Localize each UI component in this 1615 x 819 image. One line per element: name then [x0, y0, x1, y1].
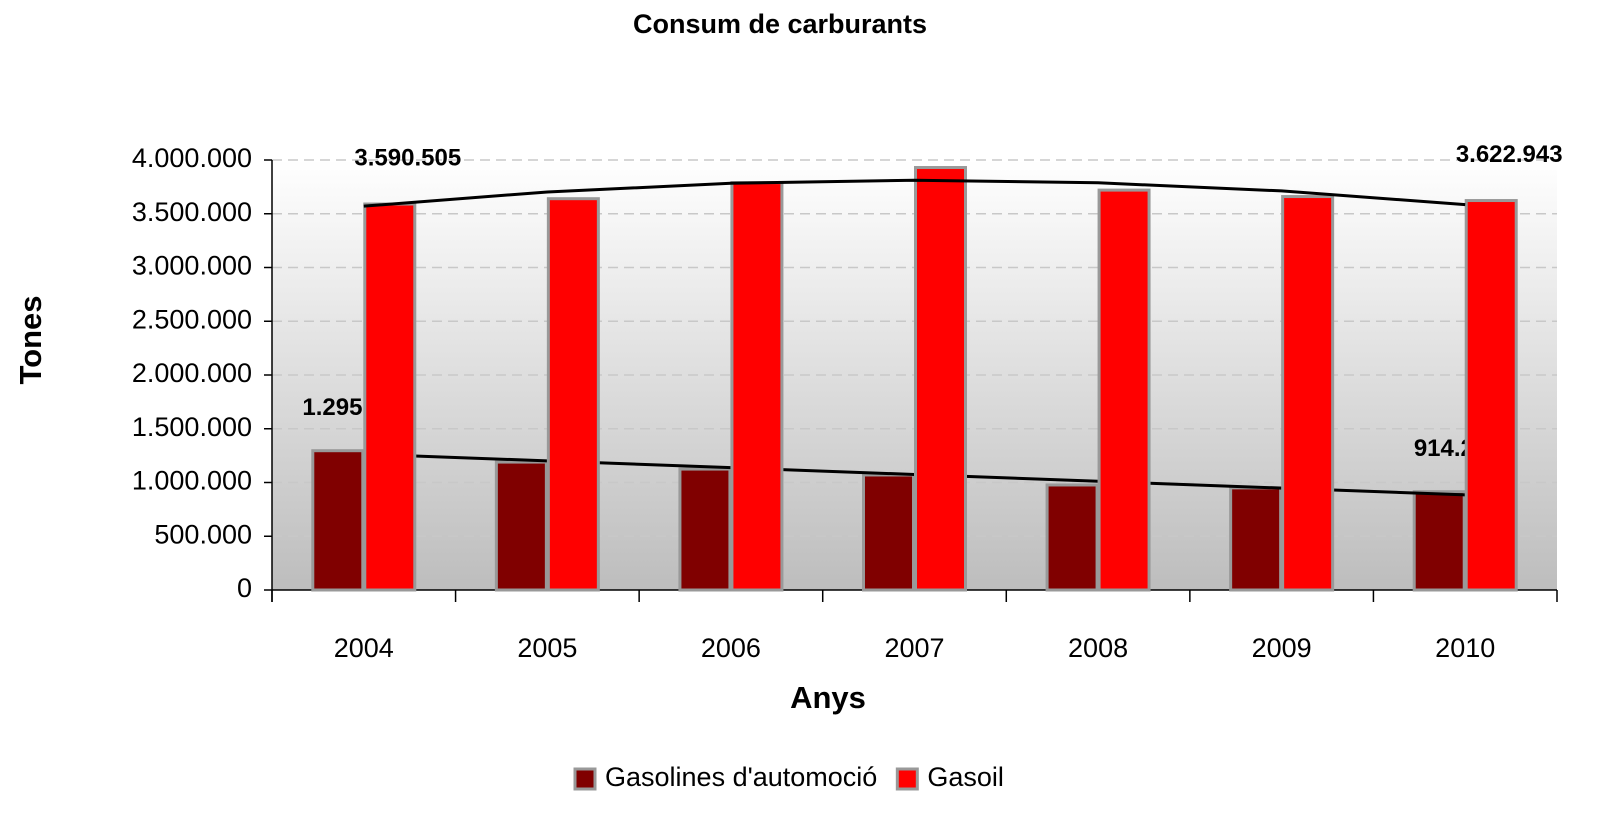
y-tick-label: 3.000.000 — [132, 251, 252, 281]
legend-swatch — [573, 767, 597, 791]
legend-label: Gasoil — [927, 762, 1004, 792]
y-tick-label: 3.500.000 — [132, 197, 252, 227]
y-tick-label: 500.000 — [154, 519, 252, 549]
bar — [1281, 195, 1335, 592]
x-axis-title: Anys — [790, 680, 866, 715]
data-label: 3.622.943 — [1456, 141, 1563, 168]
y-tick-label: 1.500.000 — [132, 412, 252, 442]
bar — [1229, 486, 1283, 592]
x-tick-label: 2004 — [334, 633, 394, 663]
x-tick-label: 2007 — [884, 633, 944, 663]
x-tick-label: 2006 — [701, 633, 761, 663]
x-tick-label: 2010 — [1435, 633, 1495, 663]
bar — [494, 460, 548, 592]
trendline — [363, 178, 1466, 208]
bar — [1464, 199, 1518, 592]
legend-label: Gasolines d'automoció — [605, 762, 877, 792]
y-tick-label: 4.000.000 — [132, 143, 252, 173]
bar — [311, 449, 365, 592]
y-tick-label: 1.000.000 — [132, 466, 252, 496]
x-tick-label: 2005 — [517, 633, 577, 663]
bar — [862, 473, 915, 592]
bar — [1097, 188, 1151, 592]
x-tick-label: 2009 — [1252, 633, 1312, 663]
bar — [363, 202, 417, 592]
y-tick-label: 2.500.000 — [132, 304, 252, 334]
x-tick-label: 2008 — [1068, 633, 1128, 663]
bar — [730, 181, 784, 592]
bar — [1412, 490, 1466, 592]
y-tick-label: 0 — [237, 573, 252, 603]
bar — [1045, 483, 1099, 592]
chart-title: Consum de carburants — [633, 9, 927, 39]
bar — [546, 197, 600, 592]
data-label: 3.590.505 — [354, 144, 461, 171]
y-tick-label: 2.000.000 — [132, 358, 252, 388]
y-axis-title: Tones — [13, 296, 48, 385]
legend-swatch — [895, 767, 919, 791]
bar — [914, 166, 967, 592]
bar — [678, 467, 732, 592]
